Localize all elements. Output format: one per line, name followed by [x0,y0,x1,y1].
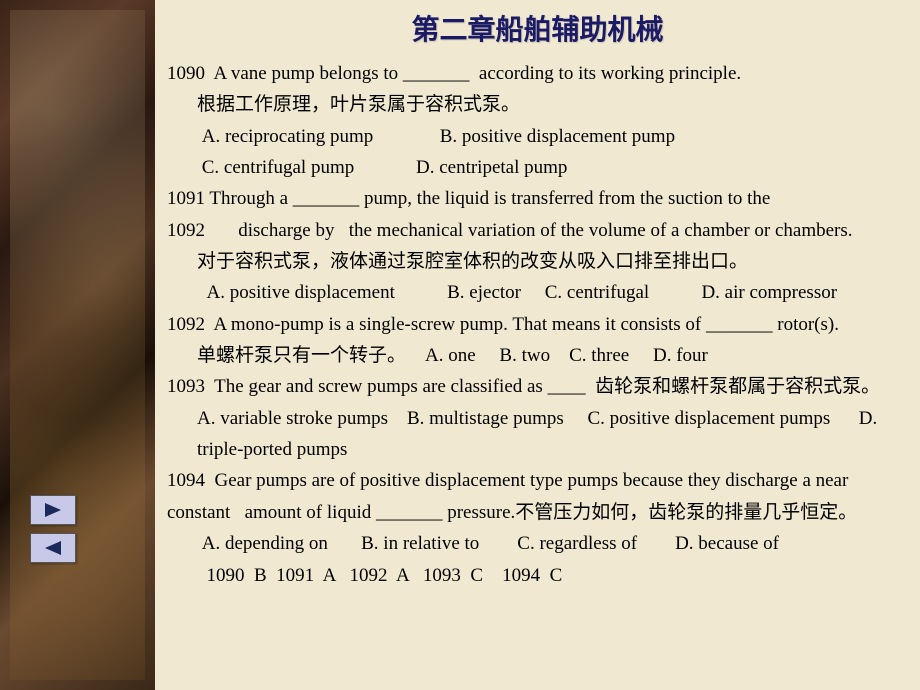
prev-slide-button[interactable] [30,533,76,563]
slide-content: 第二章船舶辅助机械 1090 A vane pump belongs to __… [155,0,920,690]
q1090-translation: 根据工作原理，叶片泵属于容积式泵。 [167,89,908,120]
q1092-text: 1092 A mono-pump is a single-screw pump.… [167,309,908,340]
q1094-text: 1094 Gear pumps are of positive displace… [167,465,908,528]
answers-line: 1090 B 1091 A 1092 A 1093 C 1094 C [167,560,908,591]
q1091-options: A. positive displacement B. ejector C. c… [167,277,908,308]
q1091-text-b: 1092 discharge by the mechanical variati… [167,215,908,246]
q1091-translation: 对于容积式泵，液体通过泵腔室体积的改变从吸入口排至排出口。 [167,246,908,277]
triangle-right-icon [42,501,64,519]
q1090-options-cd: C. centrifugal pump D. centripetal pump [167,152,908,183]
q1090-options-ab: A. reciprocating pump B. positive displa… [167,121,908,152]
next-slide-button[interactable] [30,495,76,525]
chapter-title: 第二章船舶辅助机械 [167,8,908,48]
q1094-options: A. depending on B. in relative to C. reg… [167,528,908,559]
q1091-text-a: 1091 Through a _______ pump, the liquid … [167,183,908,214]
nav-button-group [30,495,76,563]
decorative-sidebar-image [0,0,155,690]
triangle-left-icon [42,539,64,557]
q1090-text: 1090 A vane pump belongs to _______ acco… [167,58,908,89]
q1093-text: 1093 The gear and screw pumps are classi… [167,371,908,402]
q1093-options: A. variable stroke pumps B. multistage p… [167,403,908,466]
q1092-translation-options: 单螺杆泵只有一个转子。 A. one B. two C. three D. fo… [167,340,908,371]
